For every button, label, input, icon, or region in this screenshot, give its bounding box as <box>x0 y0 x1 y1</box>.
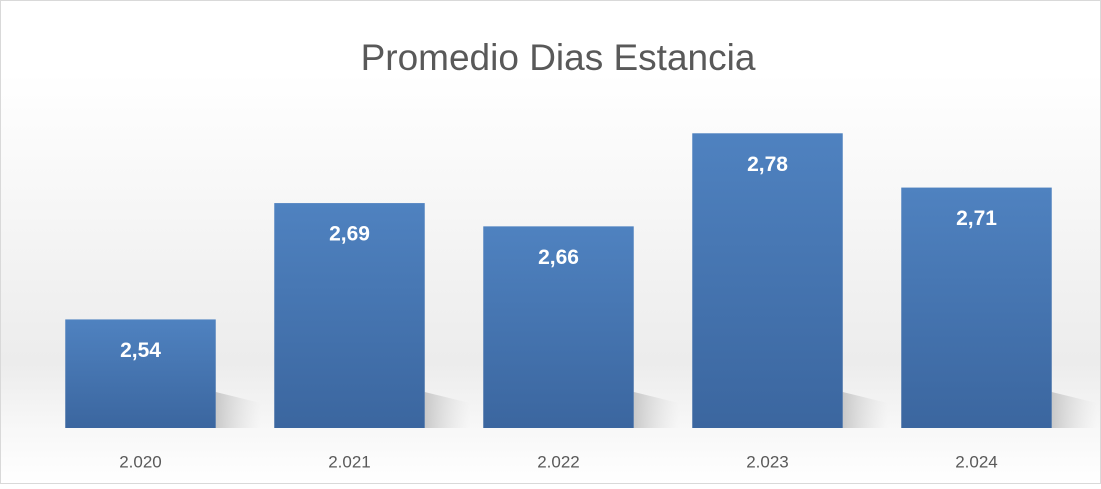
bar <box>901 187 1052 428</box>
bar <box>692 133 843 429</box>
x-tick-label: 2.020 <box>119 452 162 471</box>
data-label: 2,66 <box>538 246 579 269</box>
bar <box>483 226 634 428</box>
data-label: 2,69 <box>329 223 370 246</box>
bar-shadow <box>424 392 470 428</box>
bar-shadow <box>215 392 261 428</box>
chart-title: Promedio Dias Estancia <box>361 37 756 78</box>
data-label: 2,71 <box>956 207 997 230</box>
bar-shadow <box>1051 392 1097 428</box>
bar <box>274 203 425 428</box>
x-tick-label: 2.022 <box>537 452 580 471</box>
data-label: 2,54 <box>120 339 161 362</box>
x-tick-label: 2.021 <box>328 452 371 471</box>
bar-shadow <box>842 392 888 428</box>
x-tick-label: 2.023 <box>746 452 789 471</box>
data-label: 2,78 <box>747 153 788 176</box>
x-tick-label: 2.024 <box>955 452 998 471</box>
bar-shadow <box>633 392 679 428</box>
bar <box>65 319 216 428</box>
